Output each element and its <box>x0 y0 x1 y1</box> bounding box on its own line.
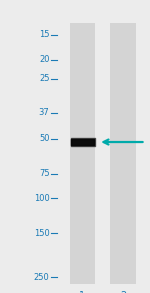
Text: 250: 250 <box>34 273 50 282</box>
Text: 150: 150 <box>34 229 50 238</box>
Text: 50: 50 <box>39 134 50 143</box>
Text: 1: 1 <box>80 291 85 293</box>
Text: 25: 25 <box>39 74 50 84</box>
Text: 20: 20 <box>39 55 50 64</box>
Text: 75: 75 <box>39 169 50 178</box>
Text: 2: 2 <box>120 291 126 293</box>
Text: 100: 100 <box>34 194 50 203</box>
Text: 15: 15 <box>39 30 50 40</box>
Text: 37: 37 <box>39 108 50 117</box>
